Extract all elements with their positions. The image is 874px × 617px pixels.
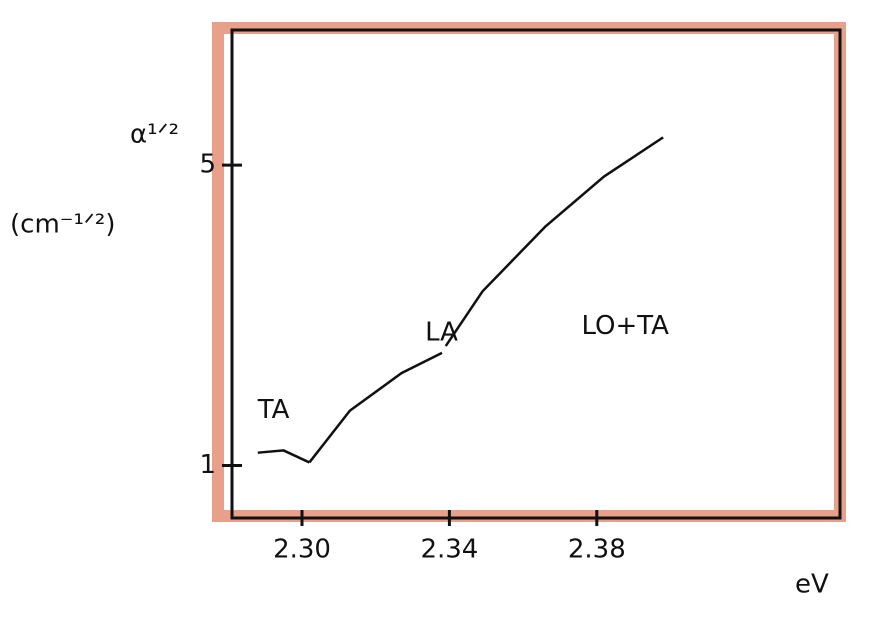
x-tick-label: 2.34 (420, 535, 478, 565)
curve-label: LA (425, 318, 458, 348)
y-axis-unit: (cm⁻¹ᐟ²) (10, 210, 116, 240)
frame-highlight (212, 22, 846, 522)
y-axis-label: α¹ᐟ² (130, 120, 179, 150)
x-axis-label: eV (795, 570, 829, 600)
plot-frame (230, 28, 842, 520)
y-tick-label: 1 (199, 450, 216, 480)
y-tick-label: 5 (199, 150, 216, 180)
curve (257, 449, 310, 464)
curve-label: TA (257, 395, 290, 425)
x-tick-label: 2.38 (568, 535, 626, 565)
curve (308, 351, 443, 464)
x-tick-label: 2.30 (273, 535, 331, 565)
curve-label: LO+TA (581, 311, 669, 341)
curve (444, 136, 664, 347)
